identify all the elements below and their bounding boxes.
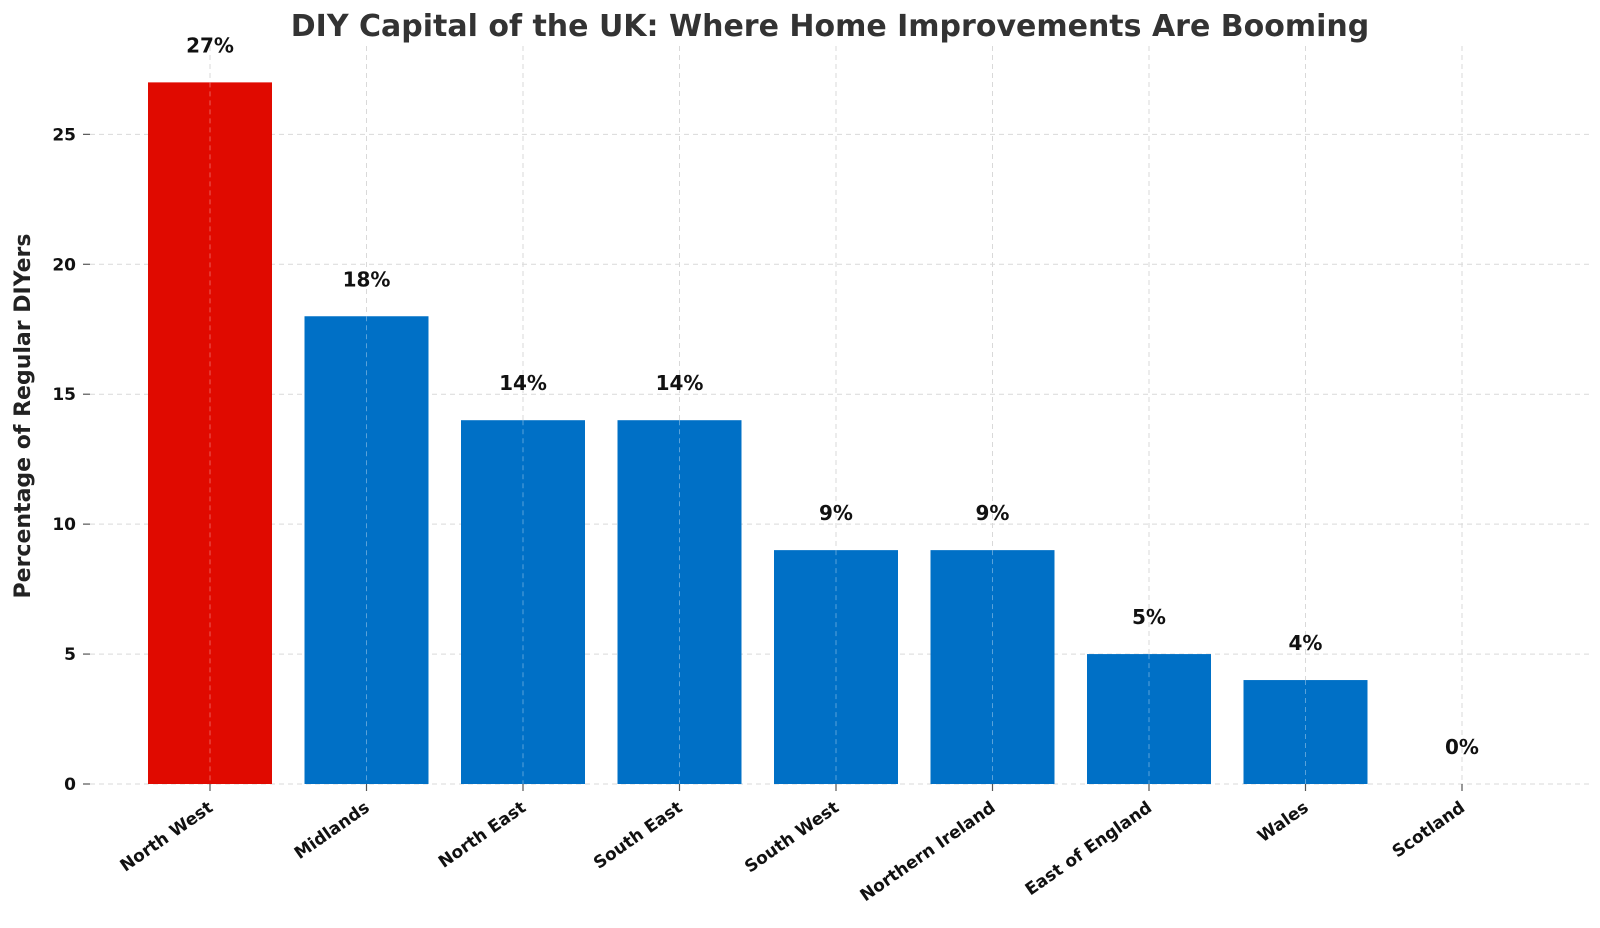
bar bbox=[1243, 680, 1368, 784]
x-tick-label: Midlands bbox=[291, 798, 373, 864]
bar-value-label: 4% bbox=[1289, 631, 1323, 655]
bars-layer bbox=[148, 82, 1368, 785]
x-tick-label: North West bbox=[117, 798, 217, 877]
y-tick-label: 20 bbox=[52, 255, 76, 275]
y-tick-label: 25 bbox=[52, 125, 76, 145]
y-tick-label: 0 bbox=[64, 775, 76, 795]
bar-value-label: 14% bbox=[499, 371, 547, 395]
bar-value-label: 27% bbox=[186, 33, 234, 57]
bar-value-label: 5% bbox=[1132, 605, 1166, 629]
y-tick-label: 15 bbox=[52, 385, 76, 405]
bar-value-label: 9% bbox=[976, 501, 1010, 525]
x-tick-label: South East bbox=[590, 798, 686, 874]
bar bbox=[304, 316, 429, 784]
bar bbox=[148, 82, 272, 785]
y-tick-label: 5 bbox=[64, 645, 76, 665]
x-tick-label: Scotland bbox=[1389, 798, 1469, 862]
x-tick-label: Wales bbox=[1254, 798, 1312, 847]
bar bbox=[930, 550, 1055, 784]
bar bbox=[774, 550, 898, 784]
y-axis-label: Percentage of Regular DIYers bbox=[11, 234, 36, 599]
bar-value-label: 14% bbox=[656, 371, 704, 395]
x-tick-label: North East bbox=[435, 798, 530, 873]
x-tick-label: South West bbox=[741, 798, 843, 878]
bar-value-label: 9% bbox=[819, 501, 853, 525]
y-tick-label: 10 bbox=[52, 515, 76, 535]
bar bbox=[617, 420, 742, 784]
bar bbox=[461, 420, 585, 784]
x-tick-label: East of England bbox=[1022, 798, 1156, 900]
bar bbox=[1087, 654, 1211, 784]
bar-value-label: 18% bbox=[343, 267, 391, 291]
labels-layer: 27% 18% 14% 14% 9% 9% 5% 4% 0% bbox=[186, 33, 1479, 759]
bar-value-label: 0% bbox=[1445, 735, 1479, 759]
x-tick-label: Northern Ireland bbox=[857, 798, 1000, 906]
chart-title: DIY Capital of the UK: Where Home Improv… bbox=[291, 9, 1369, 44]
